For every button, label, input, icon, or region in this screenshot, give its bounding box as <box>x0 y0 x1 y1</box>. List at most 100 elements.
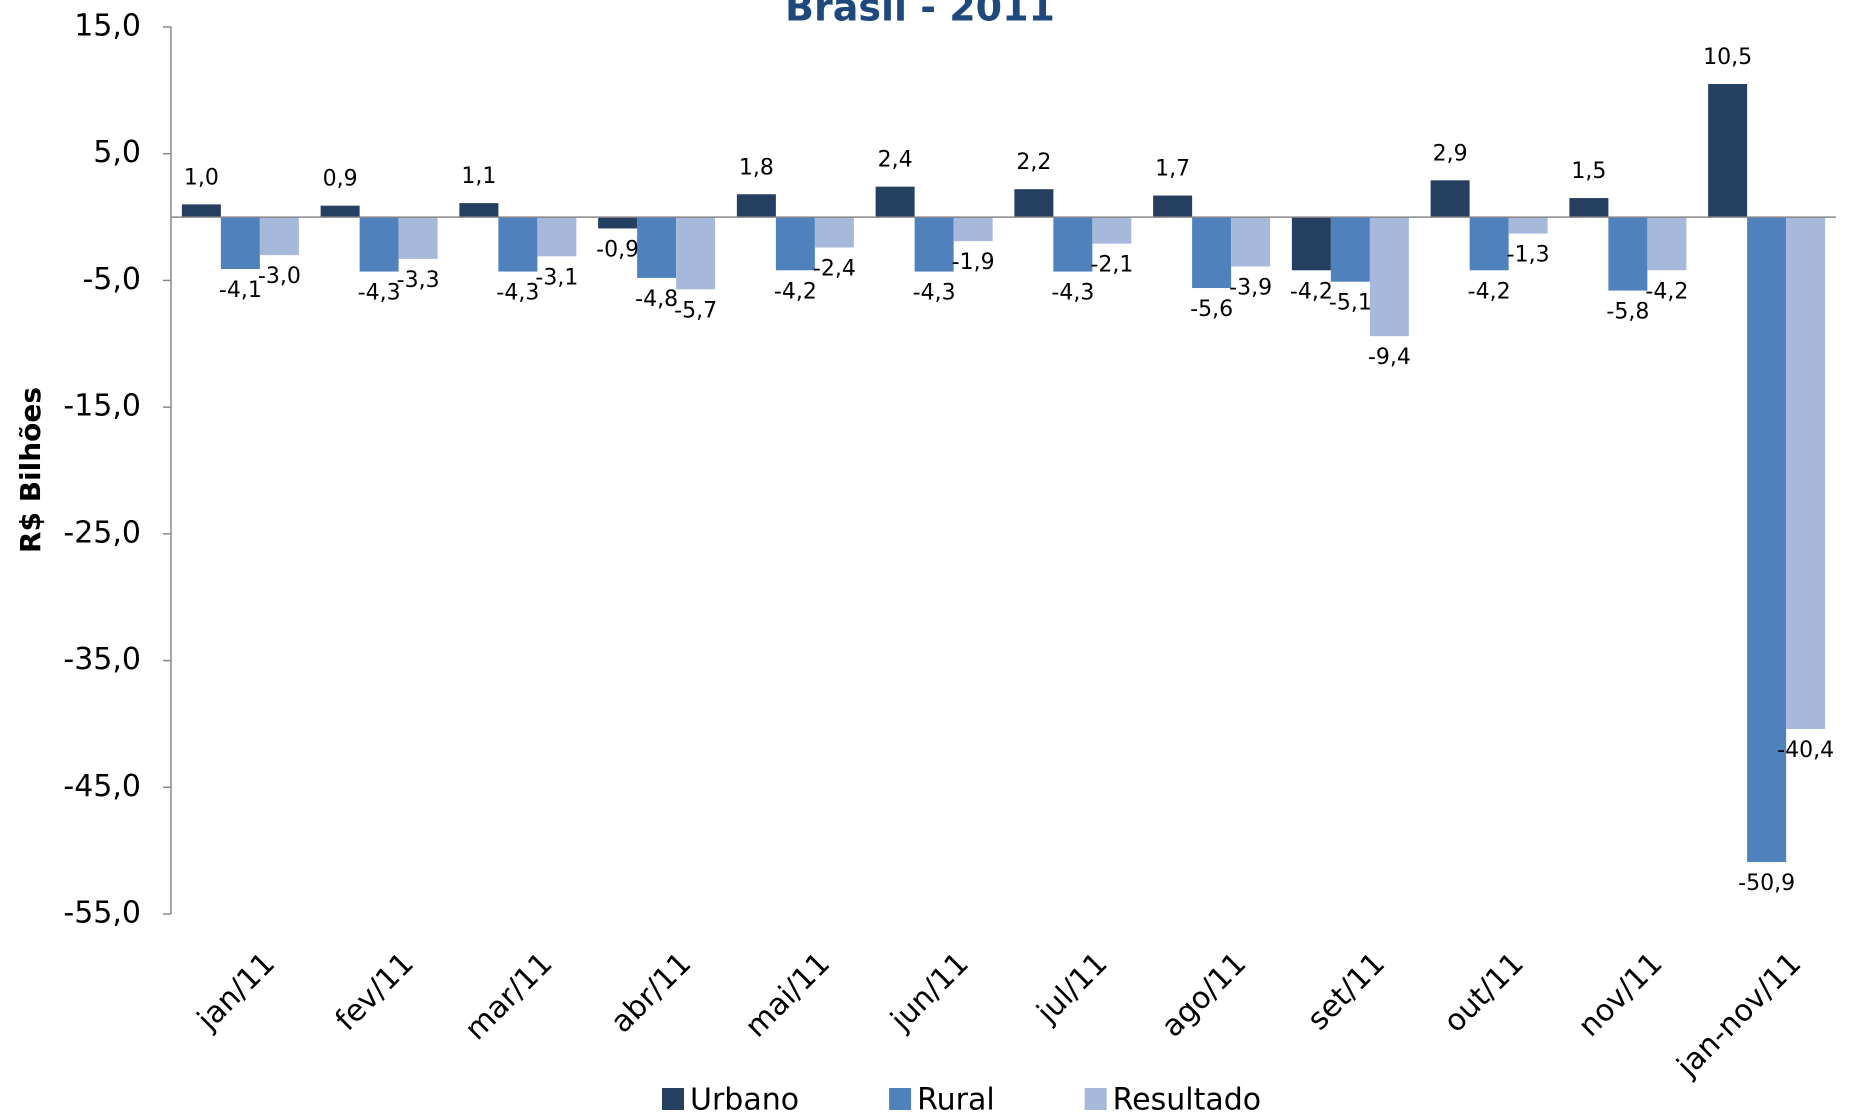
bar <box>320 205 360 218</box>
data-label: -4,1 <box>219 278 262 303</box>
x-tick-label: mai/11 <box>739 946 837 1044</box>
bar <box>359 217 399 272</box>
bar <box>459 203 499 218</box>
y-tick-label: 5,0 <box>93 135 141 170</box>
data-label: -4,2 <box>1468 279 1511 304</box>
legend-label: Resultado <box>1113 1083 1261 1116</box>
bar <box>1708 84 1748 218</box>
data-label: -5,7 <box>674 298 717 323</box>
bar <box>1092 217 1132 244</box>
bar <box>398 217 438 259</box>
x-tick-label: jun/11 <box>883 946 975 1038</box>
data-label: 1,1 <box>461 164 496 189</box>
legend-swatch <box>889 1088 912 1110</box>
data-label: 2,4 <box>878 148 913 173</box>
bar <box>1647 217 1687 271</box>
y-tick-label: -55,0 <box>63 896 141 931</box>
bar <box>775 217 815 271</box>
bar <box>1430 180 1470 218</box>
bar <box>736 194 776 218</box>
chart-title: Brasil - 2011 <box>785 0 1055 30</box>
data-label: -1,3 <box>1507 243 1550 268</box>
data-label: -4,3 <box>358 281 401 306</box>
x-tick-label: jul/11 <box>1030 946 1115 1031</box>
y-tick-label: -5,0 <box>82 262 141 297</box>
bar <box>637 217 677 278</box>
data-label: -9,4 <box>1368 345 1411 370</box>
data-label: -5,1 <box>1329 291 1372 316</box>
data-label: -2,4 <box>813 256 856 281</box>
bar <box>1192 217 1232 289</box>
bar <box>537 217 577 257</box>
legend-label: Urbano <box>690 1083 799 1116</box>
data-label: -50,9 <box>1738 871 1795 896</box>
data-label: 2,2 <box>1016 150 1051 175</box>
y-tick-label: -25,0 <box>63 515 141 550</box>
legend-swatch <box>662 1088 684 1110</box>
bar <box>914 217 954 272</box>
x-tick-label: jan-nov/11 <box>1670 946 1809 1085</box>
x-tick-label: set/11 <box>1301 946 1392 1037</box>
data-label: 0,9 <box>323 167 358 192</box>
data-label: -5,6 <box>1190 297 1233 322</box>
y-tick-label: 15,0 <box>74 9 141 44</box>
data-label: -4,2 <box>1645 279 1688 304</box>
bar <box>953 217 993 242</box>
bar <box>1291 217 1331 271</box>
data-label: -3,1 <box>535 265 578 290</box>
bar <box>1330 217 1370 282</box>
data-label: -3,0 <box>258 264 301 289</box>
bar <box>814 217 854 248</box>
x-tick-label: fev/11 <box>329 946 421 1038</box>
bar <box>1053 217 1093 272</box>
data-label: 1,7 <box>1155 157 1190 182</box>
data-label: -40,4 <box>1777 738 1834 763</box>
bar <box>875 186 915 218</box>
bar <box>181 204 221 218</box>
data-label: 1,8 <box>739 155 774 180</box>
bar <box>1608 217 1648 291</box>
legend-label: Rural <box>917 1083 995 1116</box>
data-label: -4,3 <box>913 281 956 306</box>
data-label: -3,3 <box>397 268 440 293</box>
data-label: -0,9 <box>596 237 639 262</box>
x-tick-label: nov/11 <box>1572 946 1670 1044</box>
data-label: 1,0 <box>184 165 219 190</box>
data-label: 2,9 <box>1433 141 1468 166</box>
bar <box>676 217 716 290</box>
data-label: -4,3 <box>1051 281 1094 306</box>
x-tick-label: out/11 <box>1437 946 1531 1040</box>
bar <box>498 217 538 272</box>
x-tick-label: ago/11 <box>1155 946 1253 1044</box>
data-label: -5,8 <box>1606 300 1649 325</box>
bar <box>598 217 638 229</box>
bar <box>220 217 260 270</box>
x-tick-label: mar/11 <box>458 946 559 1047</box>
data-label: -2,1 <box>1090 253 1133 278</box>
x-tick-label: jan/11 <box>190 946 282 1038</box>
data-label: 10,5 <box>1703 45 1752 70</box>
bar <box>1747 217 1787 863</box>
data-label: -4,3 <box>496 281 539 306</box>
bar <box>1508 217 1548 234</box>
data-label: -1,9 <box>952 250 995 275</box>
bar <box>259 217 299 256</box>
bar <box>1369 217 1409 337</box>
legend-swatch <box>1084 1088 1107 1110</box>
y-axis-title: R$ Bilhões <box>14 387 47 553</box>
x-tick-label: abr/11 <box>604 946 698 1040</box>
data-label: -4,2 <box>1290 279 1333 304</box>
bar <box>1231 217 1271 267</box>
y-tick-label: -45,0 <box>63 769 141 804</box>
y-tick-label: -35,0 <box>63 642 141 677</box>
data-label: -3,9 <box>1229 275 1272 300</box>
data-label: -4,2 <box>774 279 817 304</box>
bar <box>1569 198 1609 218</box>
bar <box>1469 217 1509 271</box>
bar <box>1014 189 1054 218</box>
data-label: -4,8 <box>635 287 678 312</box>
y-tick-label: -15,0 <box>63 389 141 424</box>
bar <box>1786 217 1826 729</box>
bar <box>1153 195 1193 218</box>
